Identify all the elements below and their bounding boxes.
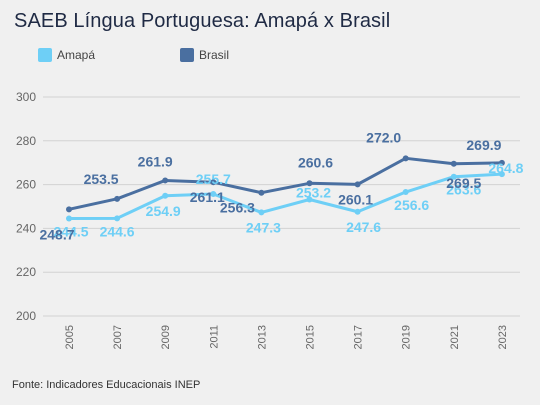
data-label-amapa: 247.3 xyxy=(246,219,281,235)
data-label-amapa: 263.6 xyxy=(446,182,481,198)
data-label-amapa: 255.7 xyxy=(196,171,231,187)
x-tick-label: 2019 xyxy=(401,325,413,349)
data-label-brasil: 260.1 xyxy=(338,191,373,207)
data-label-amapa: 253.2 xyxy=(296,184,331,200)
data-point-amapa xyxy=(354,208,361,215)
y-tick-label: 300 xyxy=(16,90,36,104)
data-point-amapa xyxy=(306,196,313,203)
data-label-brasil: 248.7 xyxy=(39,226,74,242)
legend-item-brasil[interactable]: Brasil xyxy=(180,48,229,62)
data-point-brasil xyxy=(162,177,169,184)
data-point-amapa xyxy=(114,215,121,222)
data-label-brasil: 272.0 xyxy=(366,129,401,145)
data-label-amapa: 244.6 xyxy=(100,223,135,239)
y-tick-label: 240 xyxy=(16,221,36,235)
x-tick-label: 2011 xyxy=(208,325,220,349)
data-point-amapa xyxy=(258,209,265,216)
x-tick-label: 2005 xyxy=(64,325,76,349)
data-label-amapa: 254.9 xyxy=(146,203,181,219)
data-point-brasil xyxy=(402,155,409,162)
legend-label-brasil: Brasil xyxy=(199,48,230,62)
x-tick-label: 2007 xyxy=(112,325,124,349)
data-label-brasil: 256.3 xyxy=(220,200,255,216)
data-label-brasil: 260.6 xyxy=(298,154,333,170)
chart-title: SAEB Língua Portuguesa: Amapá x Brasil xyxy=(14,10,391,32)
data-point-amapa xyxy=(450,173,457,180)
data-point-brasil xyxy=(450,160,457,167)
data-label-brasil: 269.5 xyxy=(446,175,481,191)
data-point-brasil xyxy=(354,181,361,188)
data-point-brasil xyxy=(498,159,505,166)
data-point-amapa xyxy=(402,189,409,196)
data-label-amapa: 247.6 xyxy=(346,219,381,235)
legend-item-amapa[interactable]: Amapá xyxy=(38,48,95,62)
legend-swatch-amapa xyxy=(38,48,52,62)
data-point-amapa xyxy=(210,191,217,198)
data-point-brasil xyxy=(210,179,217,186)
data-point-brasil xyxy=(66,206,72,213)
data-label-amapa: 244.5 xyxy=(53,224,88,240)
series-line-brasil xyxy=(67,156,504,211)
data-label-brasil: 261.9 xyxy=(138,153,173,169)
data-label-amapa: 256.6 xyxy=(394,197,429,213)
legend-label-amapa: Amapá xyxy=(57,48,96,62)
legend-swatch-brasil xyxy=(180,48,194,62)
data-point-amapa xyxy=(498,171,505,178)
y-tick-label: 260 xyxy=(16,178,36,192)
x-tick-label: 2013 xyxy=(256,325,268,349)
x-tick-label: 2021 xyxy=(449,325,461,349)
data-point-brasil xyxy=(258,189,265,196)
data-point-amapa xyxy=(162,192,169,199)
y-tick-label: 200 xyxy=(16,309,36,323)
x-tick-label: 2009 xyxy=(160,325,172,349)
data-label-brasil: 261.1 xyxy=(190,189,225,205)
data-point-brasil xyxy=(114,195,121,202)
x-tick-label: 2015 xyxy=(305,325,317,349)
series-line-amapa xyxy=(67,172,504,221)
y-tick-label: 220 xyxy=(16,265,36,279)
data-label-brasil: 253.5 xyxy=(84,171,119,187)
x-tick-label: 2023 xyxy=(497,325,509,349)
source-note: Fonte: Indicadores Educacionais INEP xyxy=(12,379,201,391)
data-label-brasil: 269.9 xyxy=(466,137,501,153)
x-tick-label: 2017 xyxy=(353,325,365,349)
data-point-amapa xyxy=(66,215,72,222)
y-tick-label: 280 xyxy=(16,134,36,148)
data-point-brasil xyxy=(306,180,313,187)
data-label-amapa: 264.8 xyxy=(488,160,523,176)
